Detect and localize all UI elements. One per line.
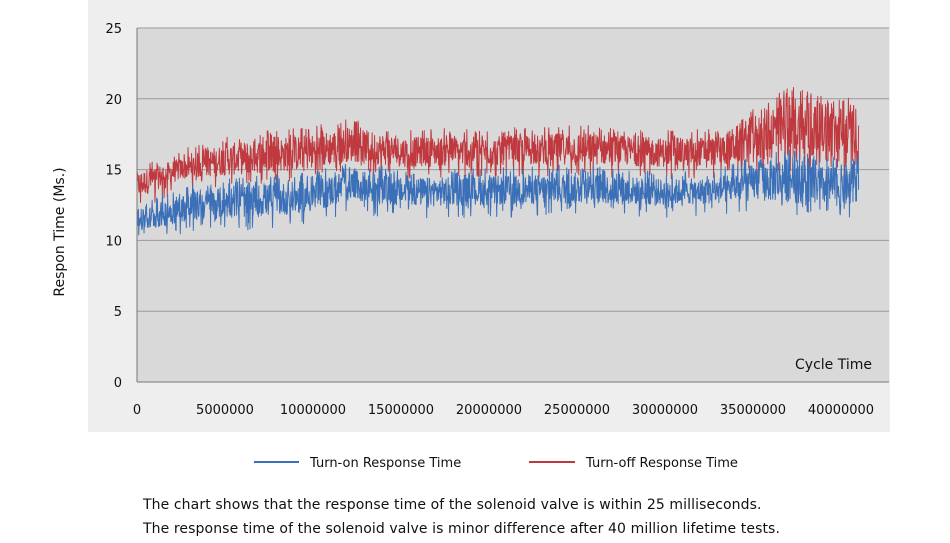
series-line-turn-on <box>136 149 860 236</box>
x-tick-label-20000000: 20000000 <box>456 403 522 418</box>
series-layer <box>136 87 860 236</box>
y-tick-label-15: 15 <box>105 164 122 179</box>
x-tick-label-40000000: 40000000 <box>808 403 874 418</box>
legend-label-turn-on: Turn-on Response Time <box>309 456 461 471</box>
y-tick-labels: 0 5 10 15 20 25 <box>105 22 122 391</box>
caption-line-2: The response time of the solenoid valve … <box>143 521 781 537</box>
series-line-turn-off <box>136 87 860 203</box>
legend-label-turn-off: Turn-off Response Time <box>585 456 738 471</box>
legend: Turn-on Response Time Turn-off Response … <box>254 456 738 471</box>
y-tick-label-10: 10 <box>105 234 122 249</box>
y-tick-label-5: 5 <box>114 305 122 320</box>
y-axis-title: Respon Time (Ms.) <box>52 167 68 296</box>
x-axis-title: Cycle Time <box>795 357 872 373</box>
caption-line-1: The chart shows that the response time o… <box>143 497 762 513</box>
x-tick-label-5000000: 5000000 <box>196 403 254 418</box>
x-tick-label-25000000: 25000000 <box>544 403 610 418</box>
y-tick-label-20: 20 <box>105 93 122 108</box>
x-tick-label-10000000: 10000000 <box>280 403 346 418</box>
y-tick-label-25: 25 <box>105 22 122 37</box>
x-tick-label-35000000: 35000000 <box>720 403 786 418</box>
x-tick-label-30000000: 30000000 <box>632 403 698 418</box>
x-tick-label-0: 0 <box>133 403 141 418</box>
x-tick-label-15000000: 15000000 <box>368 403 434 418</box>
y-tick-label-0: 0 <box>114 376 122 391</box>
x-tick-labels: 0 5000000 10000000 15000000 20000000 25000000… <box>133 403 874 418</box>
